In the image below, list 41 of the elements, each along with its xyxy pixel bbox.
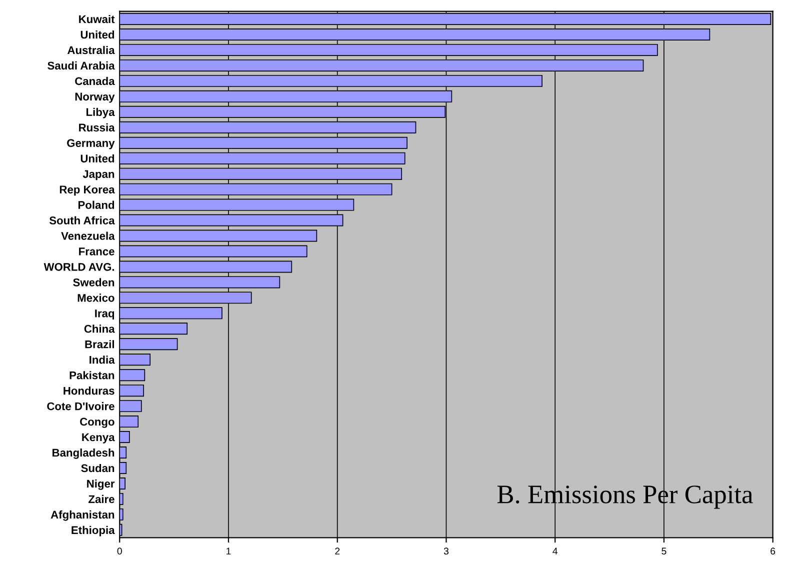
- y-tick-label: France: [79, 248, 114, 256]
- y-tick-label: Germany: [67, 139, 115, 150]
- y-tick-label: Pakistan: [70, 371, 114, 380]
- y-tick-label: Sweden: [73, 278, 114, 286]
- y-tick-label: Japan: [82, 170, 114, 180]
- y-tick-label: Brazil: [85, 340, 114, 348]
- y-tick-label: China: [84, 324, 115, 333]
- y-tick-label: Canada: [75, 76, 115, 86]
- y-tick-label: Venezuela: [61, 232, 115, 240]
- y-tick-label: Australia: [67, 46, 115, 54]
- y-tick-label: Sudan: [81, 464, 114, 472]
- x-tick-label: 2: [335, 548, 340, 554]
- y-tick-label: United: [80, 154, 114, 162]
- x-tick-label: 4: [552, 548, 558, 554]
- y-tick-label: Libya: [86, 108, 115, 118]
- y-tick-label: Honduras: [64, 386, 114, 395]
- y-tick-label: WORLD AVG.: [44, 262, 114, 271]
- y-tick-label: Russia: [79, 123, 115, 132]
- x-tick-label: 6: [770, 548, 776, 555]
- y-tick-label: Congo: [80, 418, 114, 428]
- x-tick-label: 3: [444, 548, 449, 555]
- y-tick-label: Rep Korea: [60, 186, 115, 196]
- y-tick-label: Poland: [78, 200, 114, 209]
- y-tick-label: Kenya: [82, 433, 115, 444]
- x-tick-label: 1: [226, 548, 231, 554]
- y-tick-label: Niger: [87, 479, 115, 490]
- y-tick-label: Zaire: [88, 494, 114, 504]
- x-tick-label: 5: [662, 548, 666, 555]
- y-tick-label: South Africa: [49, 216, 115, 224]
- y-tick-label: India: [90, 356, 115, 364]
- y-tick-label: Afghanistan: [50, 510, 114, 521]
- y-tick-label: Norway: [75, 92, 115, 103]
- y-tick-label: Saudi Arabia: [48, 61, 115, 70]
- x-tick-label: 0: [117, 548, 122, 555]
- y-tick-label: Cote D'Ivoire: [47, 402, 114, 410]
- y-tick-label: Mexico: [78, 294, 114, 302]
- y-tick-label: Kuwait: [79, 14, 115, 24]
- y-tick-label: United: [80, 30, 114, 39]
- y-tick-label: Bangladesh: [52, 448, 114, 459]
- y-tick-label: Ethiopia: [72, 526, 115, 536]
- y-tick-label: Iraq: [95, 310, 114, 320]
